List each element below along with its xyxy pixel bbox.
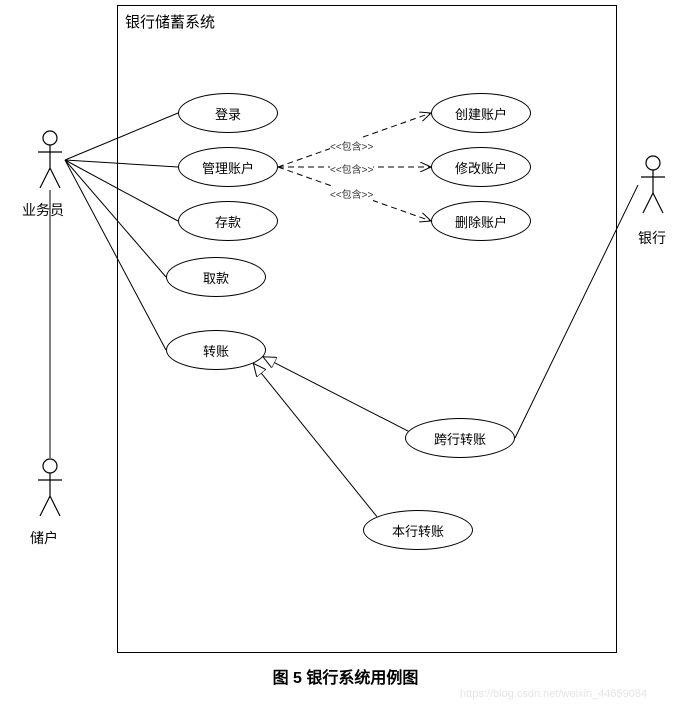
actor-customer-label: 储户 xyxy=(30,528,58,548)
usecase-manage-account: 管理账户 xyxy=(178,147,278,187)
actor-clerk-label: 业务员 xyxy=(22,200,64,220)
actor-bank-label: 银行 xyxy=(638,228,666,248)
usecase-delete-account: 删除账户 xyxy=(431,201,531,241)
watermark-text: https://blog.csdn.net/weixin_44659084 xyxy=(460,688,647,700)
usecase-transfer: 转账 xyxy=(166,330,266,370)
stereotype-include-1: <<包含>> xyxy=(330,161,373,176)
usecase-local-transfer: 本行转账 xyxy=(363,510,473,550)
actor-clerk xyxy=(35,130,65,195)
usecase-cross-bank-transfer: 跨行转账 xyxy=(405,418,515,458)
figure-caption: 图 5 银行系统用例图 xyxy=(0,664,691,688)
usecase-withdraw: 取款 xyxy=(166,257,266,297)
stereotype-include-2: <<包含>> xyxy=(330,186,373,201)
usecase-create-account: 创建账户 xyxy=(431,93,531,133)
actor-customer xyxy=(35,458,65,523)
system-title: 银行储蓄系统 xyxy=(125,11,215,32)
usecase-deposit: 存款 xyxy=(178,201,278,241)
stereotype-include-0: <<包含>> xyxy=(330,138,373,153)
usecase-login: 登录 xyxy=(178,93,278,133)
usecase-modify-account: 修改账户 xyxy=(431,147,531,187)
actor-bank xyxy=(638,155,668,220)
diagram-canvas: 银行储蓄系统 业务员 xyxy=(0,0,691,704)
